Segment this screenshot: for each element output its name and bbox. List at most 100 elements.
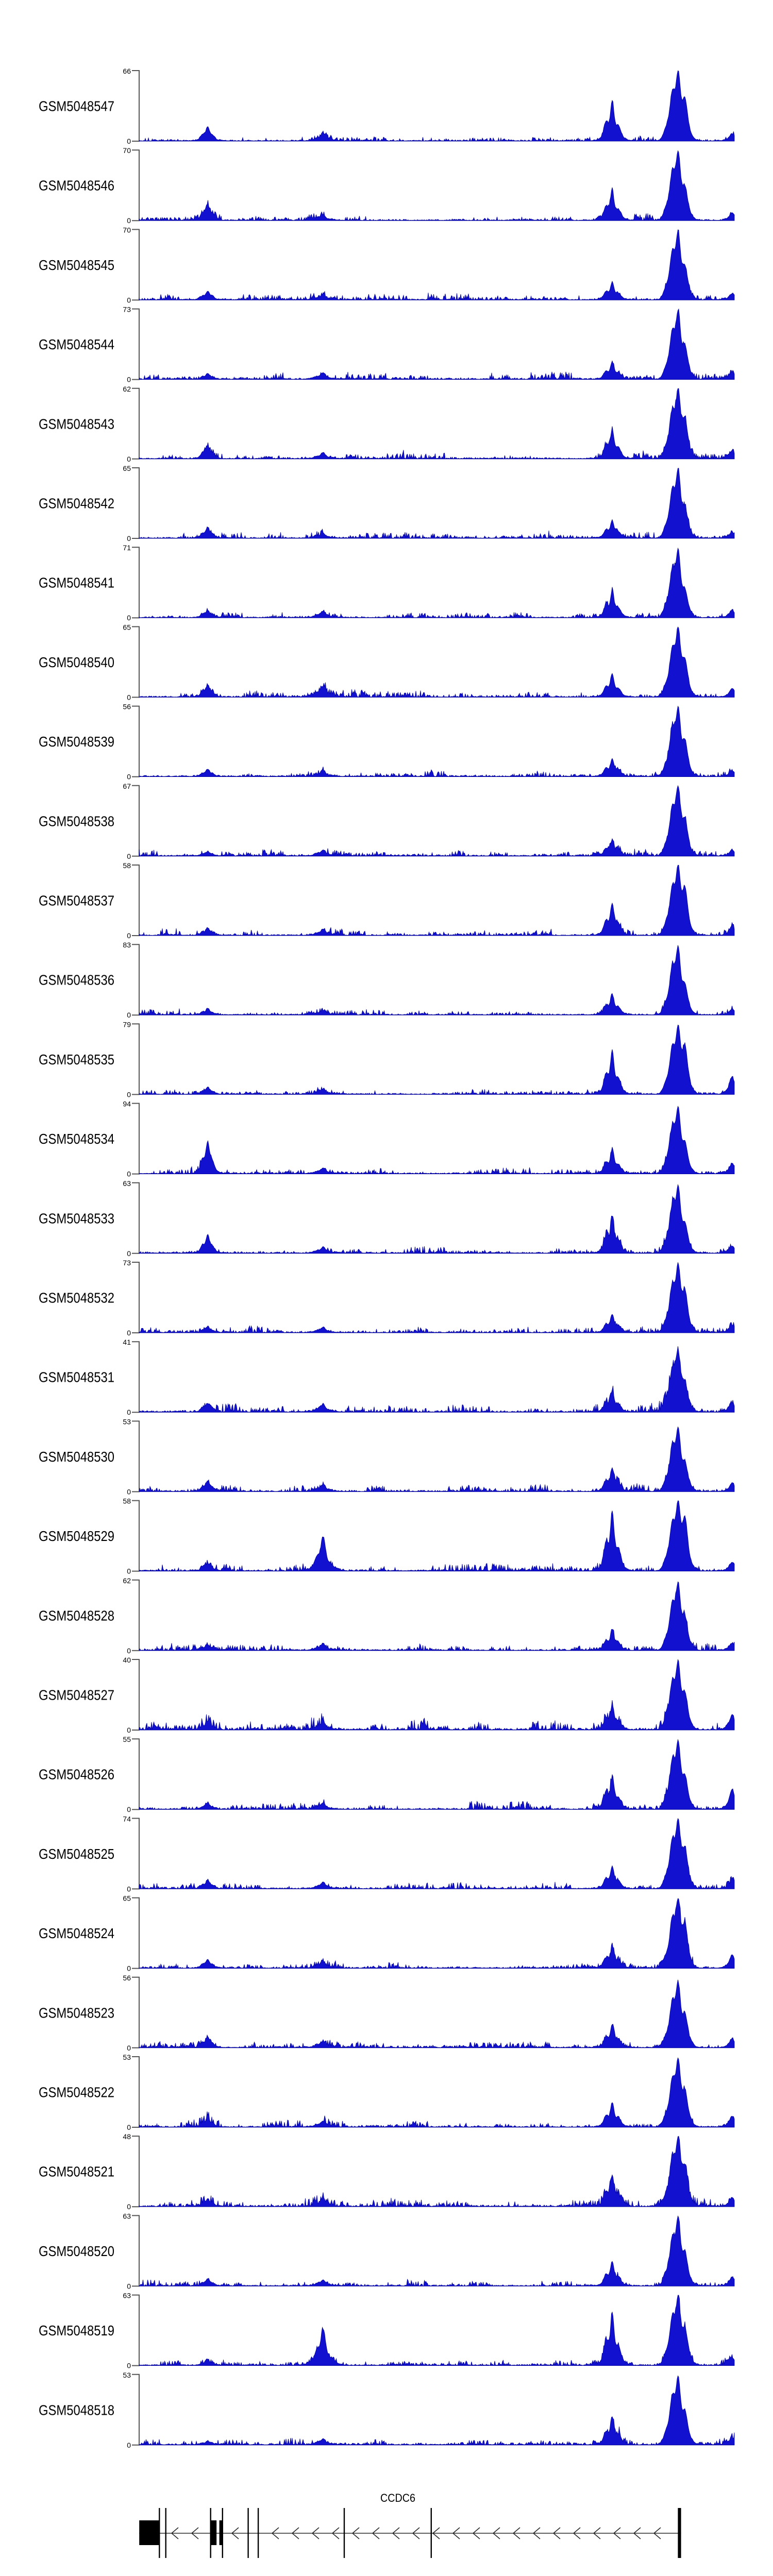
coverage-signal xyxy=(139,1581,735,1651)
signal-track-GSM5048540: GSM5048540 65 0 xyxy=(39,623,735,701)
strand-arrow-left-icon xyxy=(231,2527,239,2539)
coverage-signal xyxy=(139,2215,735,2287)
track-y-axis xyxy=(132,1103,140,1175)
track-label: GSM5048546 xyxy=(39,178,114,194)
strand-arrow-left-icon xyxy=(552,2527,561,2539)
track-y-axis xyxy=(132,1579,140,1651)
signal-track-GSM5048545: GSM5048545 70 0 xyxy=(39,226,735,304)
signal-track-GSM5048527: GSM5048527 40 0 xyxy=(39,1656,735,1734)
track-ymin-label: 0 xyxy=(127,1885,131,1893)
track-ymin-label: 0 xyxy=(127,534,131,543)
track-ymin-label: 0 xyxy=(127,773,131,781)
track-ymax-label: 53 xyxy=(123,1417,131,1426)
signal-track-GSM5048546: GSM5048546 70 0 xyxy=(39,146,735,225)
strand-arrow-left-icon xyxy=(171,2527,179,2539)
signal-track-GSM5048522: GSM5048522 53 0 xyxy=(39,2053,735,2131)
coverage-signal xyxy=(139,150,735,222)
track-label: GSM5048538 xyxy=(39,813,114,829)
track-label: GSM5048544 xyxy=(39,336,114,352)
strand-arrow-left-icon xyxy=(311,2527,320,2539)
coverage-signal xyxy=(139,1106,735,1175)
track-label: GSM5048547 xyxy=(39,98,114,114)
track-ymax-label: 53 xyxy=(123,2053,131,2061)
track-ymax-label: 58 xyxy=(123,1497,131,1505)
signal-track-GSM5048524: GSM5048524 65 0 xyxy=(39,1894,735,1973)
track-ymax-label: 71 xyxy=(123,544,131,552)
gene-exon-mark xyxy=(430,2508,432,2558)
strand-arrow-left-icon xyxy=(412,2527,420,2539)
track-ymax-label: 62 xyxy=(123,385,131,393)
track-label: GSM5048540 xyxy=(39,654,114,670)
track-ymax-label: 63 xyxy=(123,2292,131,2300)
strand-arrow-left-icon xyxy=(633,2527,641,2539)
track-y-axis xyxy=(132,308,140,380)
track-ymax-label: 62 xyxy=(123,1577,131,1585)
coverage-signal xyxy=(139,785,735,857)
gene-exon-mark xyxy=(343,2508,345,2558)
coverage-signal xyxy=(139,2295,735,2366)
track-label: GSM5048532 xyxy=(39,1290,114,1306)
track-ymin-label: 0 xyxy=(127,376,131,384)
track-ymax-label: 41 xyxy=(123,1338,131,1346)
coverage-signal xyxy=(139,1818,735,1890)
signal-track-GSM5048538: GSM5048538 67 0 xyxy=(39,782,735,860)
track-y-axis xyxy=(132,1897,140,1969)
track-ymax-label: 65 xyxy=(123,623,131,631)
track-y-axis xyxy=(132,2374,140,2446)
strand-arrow-left-icon xyxy=(331,2527,340,2539)
track-label: GSM5048524 xyxy=(39,1925,114,1941)
signal-track-GSM5048534: GSM5048534 94 0 xyxy=(39,1100,735,1178)
signal-track-GSM5048535: GSM5048535 79 0 xyxy=(39,1020,735,1098)
track-ymin-label: 0 xyxy=(127,1964,131,1973)
signal-track-GSM5048531: GSM5048531 41 0 xyxy=(39,1338,735,1416)
track-ymax-label: 63 xyxy=(123,1179,131,1188)
signal-track-GSM5048533: GSM5048533 63 0 xyxy=(39,1179,735,1258)
track-label: GSM5048522 xyxy=(39,2084,114,2100)
gene-model xyxy=(139,2508,681,2558)
coverage-signal xyxy=(139,229,735,301)
track-ymin-label: 0 xyxy=(127,1647,131,1655)
track-ymin-label: 0 xyxy=(127,137,131,145)
signal-track-GSM5048520: GSM5048520 63 0 xyxy=(39,2212,735,2290)
track-y-axis xyxy=(132,387,140,460)
strand-arrow-left-icon xyxy=(593,2527,601,2539)
track-y-axis xyxy=(132,865,140,936)
track-ymax-label: 53 xyxy=(123,2371,131,2379)
gene-track: CCDC6 xyxy=(139,2492,681,2558)
track-y-axis xyxy=(132,70,140,142)
track-y-axis xyxy=(132,1976,140,2048)
coverage-signal xyxy=(139,1426,735,1493)
track-y-axis xyxy=(132,229,140,301)
track-ymax-label: 65 xyxy=(123,1894,131,1903)
signal-track-GSM5048519: GSM5048519 63 0 xyxy=(39,2292,735,2370)
track-label: GSM5048534 xyxy=(39,1131,114,1147)
strand-arrow-left-icon xyxy=(372,2527,380,2539)
coverage-signal xyxy=(139,1898,735,1969)
track-ymin-label: 0 xyxy=(127,296,131,304)
track-label: GSM5048521 xyxy=(39,2164,114,2180)
track-y-axis xyxy=(132,626,140,698)
strand-arrow-left-icon xyxy=(532,2527,541,2539)
track-ymax-label: 65 xyxy=(123,464,131,472)
signal-track-GSM5048541: GSM5048541 71 0 xyxy=(39,544,735,622)
coverage-signal xyxy=(139,626,735,698)
track-label: GSM5048531 xyxy=(39,1369,114,1385)
track-label: GSM5048520 xyxy=(39,2243,114,2259)
track-ymin-label: 0 xyxy=(127,2282,131,2290)
signal-track-GSM5048542: GSM5048542 65 0 xyxy=(39,464,735,543)
track-label: GSM5048545 xyxy=(39,257,114,273)
track-ymin-label: 0 xyxy=(127,216,131,225)
track-label: GSM5048530 xyxy=(39,1449,114,1465)
gene-exon-thick xyxy=(139,2520,159,2545)
track-ymax-label: 83 xyxy=(123,941,131,949)
strand-arrow-left-icon xyxy=(291,2527,299,2539)
strand-arrow-left-icon xyxy=(613,2527,621,2539)
track-y-axis xyxy=(132,785,140,857)
track-y-axis xyxy=(132,467,140,539)
track-y-axis xyxy=(132,944,140,1016)
coverage-signal xyxy=(139,945,735,1015)
gene-exon-mark xyxy=(210,2508,211,2558)
track-ymin-label: 0 xyxy=(127,1011,131,1019)
track-y-axis xyxy=(132,547,140,619)
